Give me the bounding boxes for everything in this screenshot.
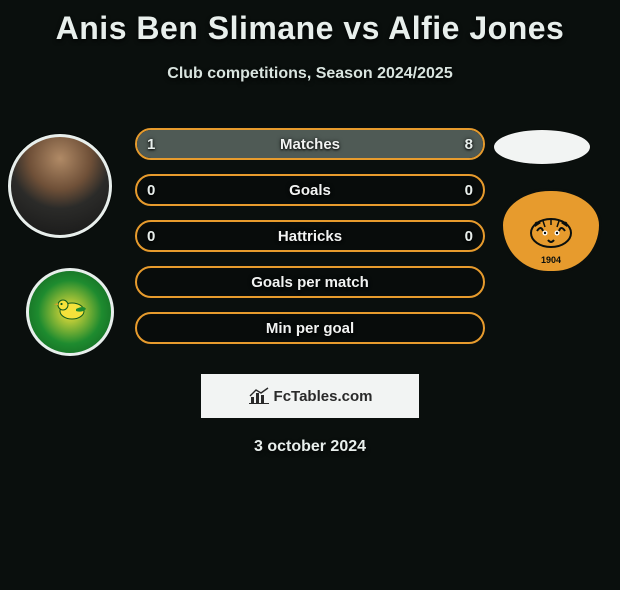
watermark-text: FcTables.com: [274, 388, 373, 405]
stat-pill: Min per goal: [135, 312, 485, 344]
stat-pill: Matches1 8: [135, 128, 485, 160]
stat-value-right: 0: [465, 222, 473, 252]
watermark-badge: FcTables.com: [201, 374, 419, 418]
stat-value-left: 1: [147, 130, 155, 160]
stat-label: Goals: [137, 176, 483, 206]
stat-value-left: 0: [147, 222, 155, 252]
stat-label: Min per goal: [137, 314, 483, 344]
vs-label: vs: [343, 10, 380, 46]
page-title: Anis Ben Slimane vs Alfie Jones: [0, 10, 620, 47]
stat-row: Goals0 0: [135, 174, 485, 206]
stat-row: Goals per match: [135, 266, 485, 298]
stat-label: Hattricks: [137, 222, 483, 252]
stat-label: Goals per match: [137, 268, 483, 298]
stat-row: Min per goal: [135, 312, 485, 344]
stat-value-left: 0: [147, 176, 155, 206]
player2-name: Alfie Jones: [388, 10, 564, 46]
date-label: 3 october 2024: [0, 438, 620, 456]
player1-name: Anis Ben Slimane: [56, 10, 334, 46]
stat-row: Hattricks0 0: [135, 220, 485, 252]
stat-pill: Hattricks0 0: [135, 220, 485, 252]
subtitle: Club competitions, Season 2024/2025: [0, 65, 620, 83]
stat-pill: Goals per match: [135, 266, 485, 298]
season-label: 2024/2025: [377, 65, 453, 82]
stats-area: Matches18Goals00Hattricks00Goals per mat…: [0, 128, 620, 358]
stat-pill: Goals0 0: [135, 174, 485, 206]
stat-value-right: 8: [465, 130, 473, 160]
bar-chart-icon: [248, 387, 270, 405]
stat-label: Matches: [137, 130, 483, 160]
stat-value-right: 0: [465, 176, 473, 206]
stat-row: Matches1 8: [135, 128, 485, 160]
subtitle-prefix: Club competitions, Season: [167, 65, 377, 82]
